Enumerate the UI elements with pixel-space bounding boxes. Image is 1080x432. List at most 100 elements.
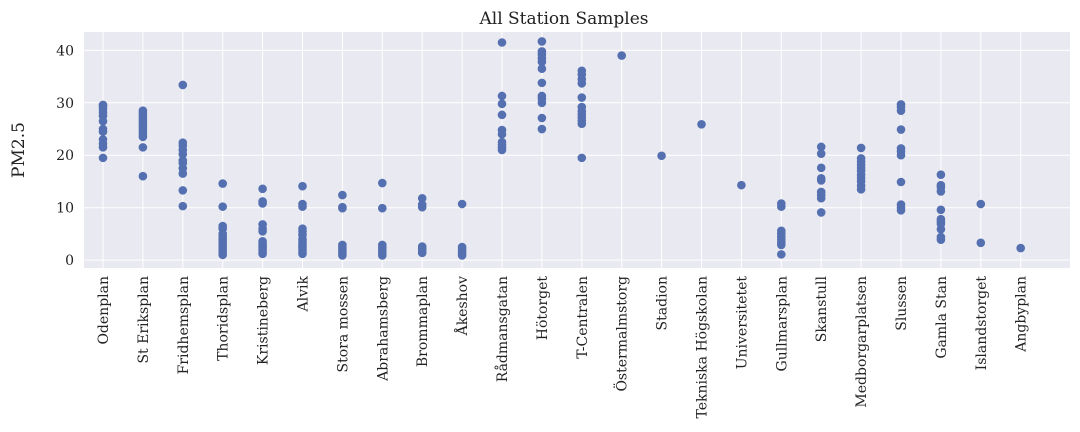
data-point	[537, 47, 547, 56]
data-point	[936, 214, 946, 224]
x-tick-label: T-Centralen	[575, 276, 591, 359]
data-point	[497, 125, 507, 135]
x-tick-label: Brommaplan	[415, 276, 431, 367]
data-point	[816, 208, 826, 217]
data-point	[577, 93, 587, 102]
data-point	[98, 100, 108, 110]
data-point	[896, 177, 906, 187]
y-tick-label: 0	[65, 253, 74, 269]
data-point	[218, 179, 227, 188]
x-tick-label: Gullmarsplan	[774, 276, 790, 371]
x-tick-label: Odenplan	[96, 276, 112, 345]
x-tick-label: St Eriksplan	[136, 276, 152, 364]
x-tick-label: Åkeshov	[453, 276, 471, 337]
data-point	[497, 137, 507, 147]
data-point	[178, 156, 188, 165]
data-point	[417, 193, 427, 203]
data-point	[936, 205, 946, 215]
data-point	[457, 199, 467, 209]
data-point	[657, 151, 666, 161]
data-point	[178, 186, 188, 195]
data-point	[258, 197, 267, 206]
data-point	[856, 143, 866, 153]
data-point	[816, 163, 826, 173]
data-point	[577, 102, 587, 112]
data-point	[777, 199, 786, 208]
data-point	[537, 91, 547, 101]
data-point	[338, 202, 347, 212]
x-tick-label: Thoridsplan	[216, 276, 232, 361]
data-point	[816, 187, 826, 197]
plot-area	[84, 32, 1070, 268]
data-point	[98, 153, 108, 163]
data-point	[577, 153, 587, 163]
x-tick-label: Kristineberg	[256, 276, 272, 365]
x-tick-label: Alvik	[296, 275, 312, 312]
x-tick-label: Medborgarplatsen	[854, 276, 870, 408]
data-point	[258, 220, 267, 229]
data-point	[417, 242, 427, 251]
data-point	[936, 232, 946, 242]
y-tick-label: 20	[56, 148, 74, 164]
x-tick-label: Skanstull	[814, 275, 830, 342]
data-point	[98, 124, 108, 134]
data-point	[98, 135, 108, 144]
x-tick-label: Östermalmstorg	[613, 276, 631, 392]
x-tick-label: Rådmansgatan	[494, 276, 511, 382]
data-point	[936, 180, 946, 190]
chart-title: All Station Samples	[478, 9, 648, 29]
x-tick-label: Tekniska Högskolan	[695, 276, 711, 419]
data-point	[577, 66, 587, 76]
data-point	[816, 174, 826, 183]
data-point	[258, 236, 267, 246]
data-point	[138, 106, 148, 115]
data-point	[777, 226, 786, 236]
data-point	[178, 138, 188, 147]
data-point	[417, 200, 427, 209]
x-tick-label: Stadion	[655, 276, 671, 330]
x-tick-label: Fridhemsplan	[176, 276, 192, 374]
data-point	[537, 37, 547, 46]
data-point	[378, 178, 387, 188]
data-point	[816, 142, 826, 152]
data-point	[497, 99, 507, 109]
y-tick-label: 10	[56, 201, 74, 217]
data-point	[457, 242, 467, 252]
data-point	[777, 250, 786, 259]
data-point	[497, 91, 507, 101]
x-tick-label: Abrahamsberg	[375, 276, 391, 382]
x-tick-label: Gamla Stan	[934, 276, 950, 359]
data-point	[737, 180, 746, 190]
data-point	[497, 110, 507, 120]
data-point	[697, 120, 706, 129]
data-point	[936, 170, 946, 179]
y-tick-label: 40	[56, 43, 74, 59]
x-tick-label: Slussen	[894, 276, 910, 331]
data-point	[537, 78, 547, 88]
data-point	[378, 240, 387, 250]
x-tick-label: Stora mossen	[335, 276, 351, 373]
x-tick-label: Universitetet	[734, 276, 750, 370]
data-point	[976, 199, 986, 209]
data-point	[338, 240, 347, 250]
data-point	[298, 181, 307, 191]
data-point	[338, 190, 347, 200]
data-point	[138, 171, 148, 181]
data-point	[178, 201, 188, 211]
data-point	[816, 149, 826, 158]
x-tick-label: Angbyplan	[1014, 276, 1030, 353]
data-point	[537, 113, 547, 123]
data-point	[896, 144, 906, 153]
x-tick-label: Hötorget	[535, 276, 551, 341]
data-point	[298, 224, 307, 233]
data-point	[497, 38, 507, 47]
data-point	[617, 51, 626, 60]
data-point	[896, 125, 906, 134]
data-point	[1016, 243, 1025, 253]
data-point	[537, 124, 547, 134]
data-point	[298, 199, 307, 209]
data-point	[378, 203, 387, 213]
data-point	[896, 100, 906, 109]
data-point	[976, 238, 986, 248]
